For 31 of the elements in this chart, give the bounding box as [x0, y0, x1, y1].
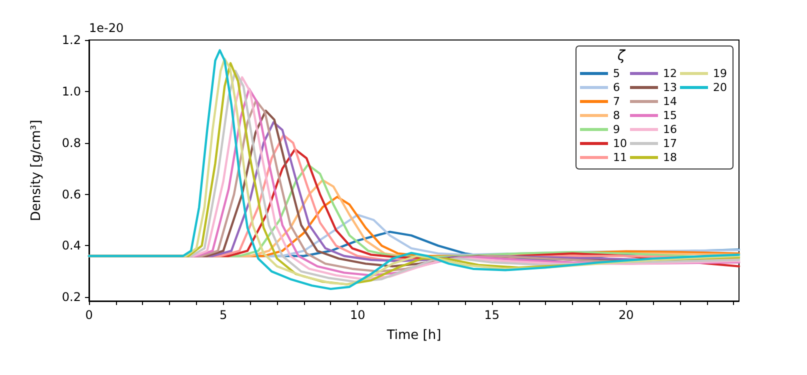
legend-label: 20 — [713, 81, 728, 94]
legend-label: 9 — [613, 123, 620, 136]
y-tick-label: 0.8 — [62, 136, 81, 150]
y-axis-title: Density [g/cm³] — [29, 120, 44, 222]
legend-label: 18 — [663, 151, 678, 164]
x-tick-label: 0 — [85, 308, 93, 322]
y-tick-label: 1.0 — [62, 84, 81, 98]
text: 1e-20 — [89, 21, 124, 35]
legend-title: ζ — [616, 48, 626, 64]
legend-label: 16 — [663, 123, 678, 136]
x-axis-title: Time [h] — [386, 328, 442, 343]
legend-label: 5 — [613, 67, 620, 80]
x-tick-label: 5 — [219, 308, 228, 322]
x-tick-label: 10 — [350, 308, 366, 322]
legend-label: 8 — [613, 109, 620, 122]
y-tick-label: 1.2 — [62, 33, 81, 47]
legend-label: 14 — [663, 95, 678, 108]
x-tick-label: 15 — [484, 308, 500, 322]
legend-label: 7 — [613, 95, 620, 108]
y-tick-label: 0.6 — [62, 187, 81, 202]
legend-label: 13 — [663, 81, 678, 94]
legend-label: 15 — [663, 109, 678, 122]
legend-label: 19 — [713, 67, 728, 80]
legend-label: 6 — [613, 81, 620, 94]
x-tick-label: 20 — [618, 308, 634, 322]
y-tick-label: 0.2 — [62, 290, 81, 304]
legend-label: 17 — [663, 137, 678, 150]
legend-label: 12 — [663, 67, 678, 80]
legend-label: 11 — [613, 151, 628, 164]
y-tick-label: 0.4 — [62, 238, 81, 253]
legend-label: 10 — [613, 137, 628, 150]
